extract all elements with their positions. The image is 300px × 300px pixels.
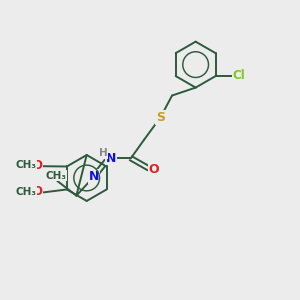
Text: S: S (156, 111, 165, 124)
Text: Cl: Cl (233, 69, 245, 82)
Text: CH₃: CH₃ (15, 160, 36, 170)
Text: N: N (106, 152, 116, 165)
Text: CH₃: CH₃ (45, 171, 66, 181)
Text: O: O (32, 158, 42, 172)
Text: O: O (148, 163, 159, 176)
Text: O: O (32, 185, 42, 198)
Text: CH₃: CH₃ (15, 187, 36, 196)
Text: N: N (89, 170, 99, 183)
Text: H: H (99, 148, 108, 158)
